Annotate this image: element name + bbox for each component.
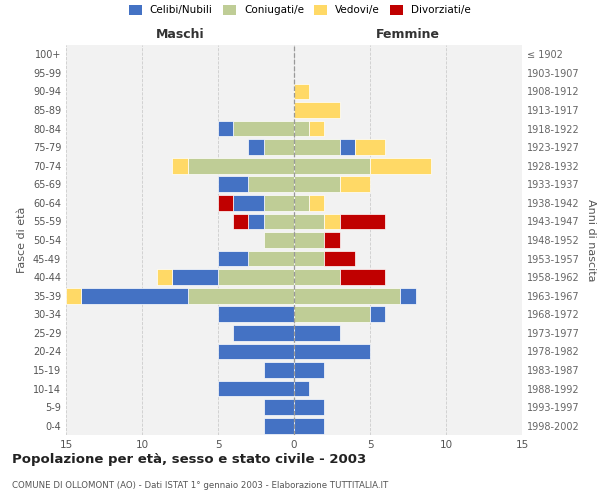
Legend: Celibi/Nubili, Coniugati/e, Vedovi/e, Divorziati/e: Celibi/Nubili, Coniugati/e, Vedovi/e, Di…	[129, 5, 471, 15]
Bar	[218, 120, 233, 136]
Bar	[294, 120, 309, 136]
Bar	[294, 250, 325, 266]
Bar	[325, 250, 355, 266]
Bar	[355, 140, 385, 155]
Bar	[218, 380, 294, 396]
Bar	[309, 195, 325, 211]
Bar	[263, 399, 294, 415]
Bar	[325, 232, 340, 248]
Bar	[157, 269, 172, 285]
Bar	[248, 250, 294, 266]
Y-axis label: Fasce di età: Fasce di età	[17, 207, 27, 273]
Bar	[370, 306, 385, 322]
Bar	[294, 344, 370, 359]
Bar	[233, 195, 263, 211]
Bar	[263, 214, 294, 230]
Bar	[263, 418, 294, 434]
Bar	[294, 214, 325, 230]
Bar	[218, 250, 248, 266]
Bar	[294, 418, 325, 434]
Bar	[294, 399, 325, 415]
Bar	[400, 288, 416, 304]
Bar	[172, 269, 218, 285]
Bar	[340, 176, 370, 192]
Bar	[294, 176, 340, 192]
Bar	[218, 195, 233, 211]
Bar	[294, 269, 340, 285]
Bar	[294, 306, 370, 322]
Bar	[218, 306, 294, 322]
Bar	[309, 120, 325, 136]
Bar	[66, 288, 81, 304]
Bar	[218, 344, 294, 359]
Bar	[248, 176, 294, 192]
Bar	[370, 158, 431, 174]
Bar	[188, 158, 294, 174]
Text: Maschi: Maschi	[155, 28, 205, 42]
Bar	[233, 325, 294, 341]
Bar	[263, 195, 294, 211]
Text: Femmine: Femmine	[376, 28, 440, 42]
Bar	[172, 158, 188, 174]
Y-axis label: Anni di nascita: Anni di nascita	[586, 198, 596, 281]
Bar	[294, 288, 400, 304]
Bar	[340, 269, 385, 285]
Bar	[263, 362, 294, 378]
Bar	[294, 102, 340, 118]
Bar	[294, 158, 370, 174]
Bar	[340, 140, 355, 155]
Bar	[233, 120, 294, 136]
Bar	[294, 84, 309, 100]
Bar	[188, 288, 294, 304]
Bar	[294, 232, 325, 248]
Bar	[294, 325, 340, 341]
Bar	[294, 380, 309, 396]
Bar	[263, 140, 294, 155]
Bar	[248, 214, 263, 230]
Text: COMUNE DI OLLOMONT (AO) - Dati ISTAT 1° gennaio 2003 - Elaborazione TUTTITALIA.I: COMUNE DI OLLOMONT (AO) - Dati ISTAT 1° …	[12, 480, 388, 490]
Bar	[248, 140, 263, 155]
Text: Popolazione per età, sesso e stato civile - 2003: Popolazione per età, sesso e stato civil…	[12, 452, 366, 466]
Bar	[325, 214, 340, 230]
Bar	[233, 214, 248, 230]
Bar	[294, 362, 325, 378]
Bar	[294, 140, 340, 155]
Bar	[340, 214, 385, 230]
Bar	[218, 176, 248, 192]
Bar	[263, 232, 294, 248]
Bar	[81, 288, 188, 304]
Bar	[294, 195, 309, 211]
Bar	[218, 269, 294, 285]
